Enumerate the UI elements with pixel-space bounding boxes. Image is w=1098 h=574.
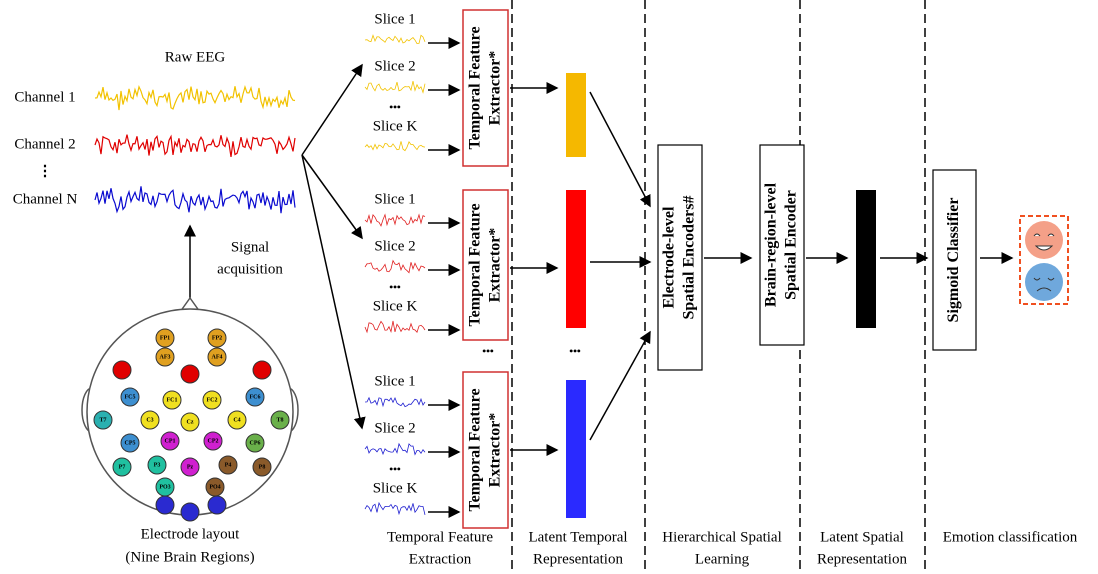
module-label: Spatial Encoder bbox=[783, 190, 800, 300]
electrode-label: P8 bbox=[259, 464, 266, 470]
label: Electrode layout bbox=[141, 526, 241, 542]
waveform bbox=[95, 135, 295, 157]
electrode bbox=[113, 361, 131, 379]
extractor-label: Extractor* bbox=[487, 228, 504, 303]
label: Representation bbox=[817, 551, 907, 567]
label: Slice 1 bbox=[374, 373, 415, 389]
latent-bar bbox=[566, 190, 586, 328]
label: ⋮ bbox=[38, 163, 53, 179]
label: (Nine Brain Regions) bbox=[125, 549, 254, 565]
waveform bbox=[365, 141, 425, 150]
waveform bbox=[365, 35, 425, 43]
latent-bar bbox=[566, 380, 586, 518]
electrode bbox=[181, 365, 199, 383]
label: ••• bbox=[389, 102, 401, 114]
arrow bbox=[590, 332, 650, 440]
extractor-label: Temporal Feature bbox=[467, 26, 484, 149]
electrode-label: FP1 bbox=[160, 335, 170, 341]
label: Latent Spatial bbox=[820, 529, 904, 545]
electrode-label: FC2 bbox=[207, 397, 218, 403]
electrode-label: P4 bbox=[225, 462, 232, 468]
waveform bbox=[95, 186, 295, 213]
waveform bbox=[365, 261, 425, 273]
electrode-label: PO3 bbox=[159, 484, 170, 490]
sad-face bbox=[1025, 263, 1063, 301]
module-label: Spatial Encoders# bbox=[681, 195, 698, 319]
label: Extraction bbox=[409, 551, 472, 567]
happy-face bbox=[1025, 221, 1063, 259]
label: ••• bbox=[482, 346, 494, 358]
label: Channel 1 bbox=[14, 89, 75, 105]
label: Slice K bbox=[373, 118, 418, 134]
waveform bbox=[365, 444, 425, 455]
electrode-label: FC5 bbox=[125, 394, 136, 400]
module-label: Sigmoid Classifier bbox=[945, 198, 962, 323]
diagram: Raw EEG Channel 1 Channel 2 ⋮ Channel N Signa… bbox=[0, 0, 1098, 574]
waveform bbox=[365, 81, 425, 92]
electrode bbox=[181, 503, 199, 521]
module-label: Electrode-level bbox=[661, 206, 678, 308]
label: Latent Temporal bbox=[528, 529, 627, 545]
electrode-label: C4 bbox=[233, 417, 240, 423]
electrode-label: Cz bbox=[187, 419, 194, 425]
waveform bbox=[365, 503, 425, 515]
extractor-label: Extractor* bbox=[487, 413, 504, 488]
label: ••• bbox=[569, 346, 581, 358]
waveform bbox=[365, 398, 425, 407]
module-label: Brain-region-level bbox=[763, 182, 780, 307]
label: Raw EEG bbox=[165, 49, 226, 65]
label: Channel 2 bbox=[14, 136, 75, 152]
electrode bbox=[253, 361, 271, 379]
electrode-label: FC6 bbox=[250, 394, 261, 400]
label: Slice 1 bbox=[374, 191, 415, 207]
label: Slice 2 bbox=[374, 238, 415, 254]
electrode-label: CP1 bbox=[165, 438, 176, 444]
label: Slice 2 bbox=[374, 420, 415, 436]
label: ••• bbox=[389, 282, 401, 294]
label: ••• bbox=[389, 464, 401, 476]
label: Signal bbox=[231, 239, 269, 255]
latent-bar bbox=[856, 190, 876, 328]
waveform bbox=[95, 86, 295, 110]
electrode-label: P3 bbox=[154, 462, 161, 468]
electrode bbox=[208, 496, 226, 514]
label: Slice 1 bbox=[374, 11, 415, 27]
electrode-label: P7 bbox=[119, 464, 126, 470]
label: Emotion classification bbox=[943, 529, 1078, 545]
electrode-label: FP2 bbox=[212, 335, 222, 341]
waveform bbox=[365, 215, 425, 226]
electrode-label: AF3 bbox=[160, 354, 171, 360]
arrow bbox=[590, 92, 650, 206]
label: Representation bbox=[533, 551, 623, 567]
head bbox=[87, 309, 293, 515]
label: Temporal Feature bbox=[387, 529, 493, 545]
electrode-label: T7 bbox=[99, 417, 106, 423]
electrode-label: CP6 bbox=[250, 440, 261, 446]
extractor-label: Temporal Feature bbox=[467, 203, 484, 326]
electrode-label: FC1 bbox=[167, 397, 178, 403]
electrode-label: AF4 bbox=[212, 354, 223, 360]
electrode-label: CP2 bbox=[208, 438, 219, 444]
electrode bbox=[156, 496, 174, 514]
electrode-label: C3 bbox=[146, 417, 153, 423]
latent-bar bbox=[566, 73, 586, 157]
electrode-label: T8 bbox=[276, 417, 283, 423]
label: Slice K bbox=[373, 480, 418, 496]
electrode-label: Pz bbox=[187, 464, 194, 470]
extractor-label: Extractor* bbox=[487, 51, 504, 126]
label: Hierarchical Spatial bbox=[662, 529, 782, 545]
label: Slice K bbox=[373, 298, 418, 314]
electrode-label: CP5 bbox=[125, 440, 136, 446]
arrow bbox=[302, 65, 362, 155]
label: Channel N bbox=[13, 191, 78, 207]
label: acquisition bbox=[217, 261, 283, 277]
label: Learning bbox=[695, 551, 750, 567]
extractor-label: Temporal Feature bbox=[467, 388, 484, 511]
label: Slice 2 bbox=[374, 58, 415, 74]
waveform bbox=[365, 321, 425, 332]
electrode-label: PO4 bbox=[209, 484, 220, 490]
